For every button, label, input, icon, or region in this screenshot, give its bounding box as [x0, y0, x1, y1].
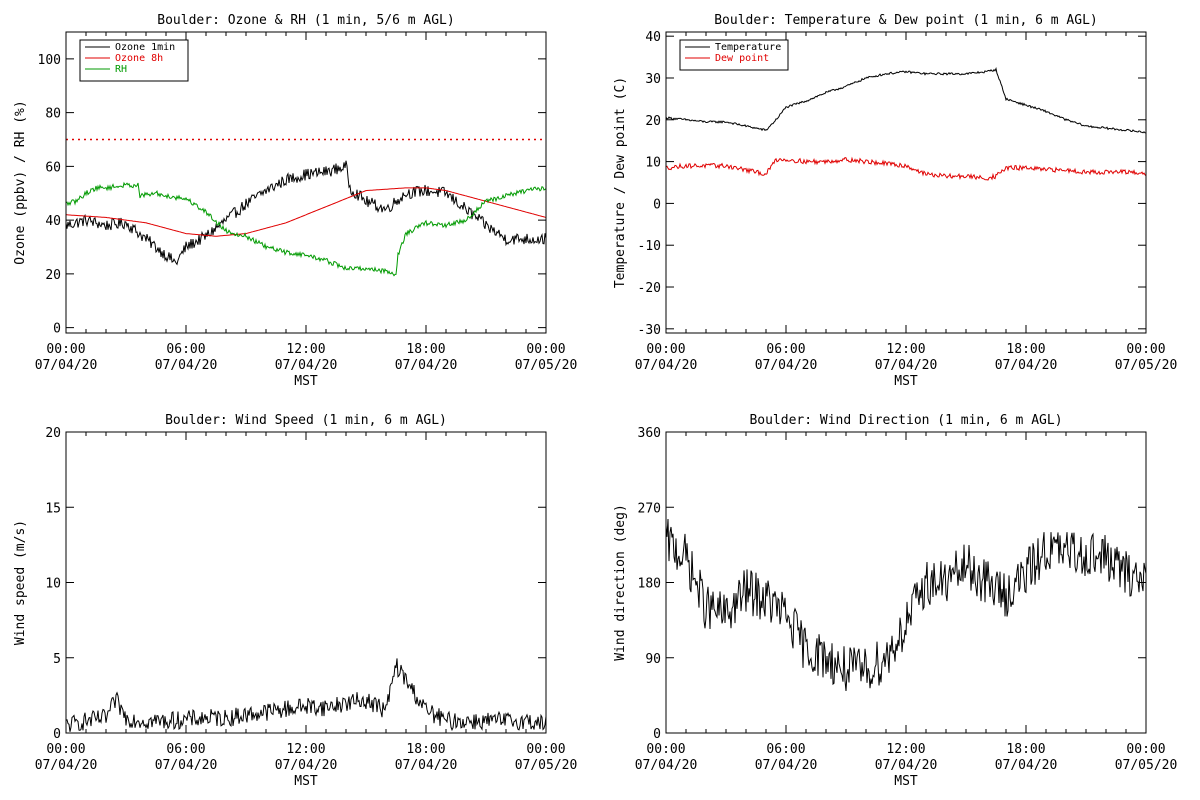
x-tick-label-date: 07/05/20: [1115, 758, 1178, 773]
legend-label: Ozone 8h: [115, 53, 163, 64]
x-tick-label-date: 07/04/20: [395, 358, 458, 373]
x-tick-label-time: 00:00: [1126, 342, 1165, 357]
x-tick-label-date: 07/04/20: [875, 358, 938, 373]
x-tick-label-time: 00:00: [526, 342, 565, 357]
y-tick-label: 5: [53, 652, 61, 667]
series-line: [65, 658, 547, 732]
legend-label: Dew point: [715, 53, 769, 64]
x-tick-label-date: 07/05/20: [515, 358, 578, 373]
x-tick-label-date: 07/04/20: [635, 758, 698, 773]
plot-frame: [65, 31, 547, 334]
x-tick-label-date: 07/05/20: [515, 758, 578, 773]
y-axis-label: Wind speed (m/s): [13, 520, 28, 645]
x-tick-label-time: 12:00: [286, 742, 325, 757]
chart-panel-ozone: Boulder: Ozone & RH (1 min, 5/6 m AGL) Oz…: [13, 13, 577, 389]
chart-title: Boulder: Wind Direction (1 min, 6 m AGL): [749, 413, 1062, 428]
y-tick-label: 270: [638, 501, 661, 516]
series-line: [665, 66, 1147, 134]
x-tick-label-date: 07/04/20: [155, 758, 218, 773]
x-tick-label-time: 00:00: [1126, 742, 1165, 757]
x-tick-label-time: 06:00: [766, 742, 805, 757]
y-axis-label: Ozone (ppbv) / RH (%): [13, 100, 28, 264]
y-tick-label: 0: [53, 322, 61, 337]
x-tick-label-date: 07/05/20: [1115, 358, 1178, 373]
x-tick-label-time: 12:00: [886, 742, 925, 757]
x-tick-label-time: 00:00: [526, 742, 565, 757]
series-line: [66, 187, 547, 237]
x-axis-label: MST: [894, 774, 918, 789]
x-tick-label-date: 07/04/20: [275, 358, 338, 373]
y-tick-label: 80: [45, 107, 61, 122]
x-axis-label: MST: [894, 374, 918, 389]
plot-frame: [665, 431, 1147, 734]
y-tick-label: 15: [45, 501, 61, 516]
y-tick-label: 0: [653, 727, 661, 742]
x-tick-label-date: 07/04/20: [35, 758, 98, 773]
plot-frame: [65, 431, 547, 734]
x-tick-label-time: 18:00: [406, 342, 445, 357]
x-tick-label-date: 07/04/20: [395, 758, 458, 773]
y-tick-label: 360: [638, 426, 661, 441]
x-tick-label-time: 00:00: [46, 742, 85, 757]
y-tick-label: 20: [45, 268, 61, 283]
x-tick-label-time: 06:00: [166, 742, 205, 757]
chart-title: Boulder: Ozone & RH (1 min, 5/6 m AGL): [157, 13, 454, 28]
y-tick-label: 180: [638, 577, 661, 592]
x-tick-label-time: 18:00: [1006, 742, 1045, 757]
chart-panel-wspd: Boulder: Wind Speed (1 min, 6 m AGL) Wind…: [13, 413, 577, 789]
y-tick-label: -10: [638, 239, 661, 254]
y-tick-label: -30: [638, 323, 661, 338]
chart-title: Boulder: Wind Speed (1 min, 6 m AGL): [165, 413, 447, 428]
x-tick-label-date: 07/04/20: [275, 758, 338, 773]
x-tick-label-time: 06:00: [166, 342, 205, 357]
x-tick-label-date: 07/04/20: [635, 358, 698, 373]
x-tick-label-date: 07/04/20: [995, 358, 1058, 373]
series-line: [65, 181, 547, 277]
x-tick-label-time: 12:00: [286, 342, 325, 357]
x-tick-label-time: 18:00: [406, 742, 445, 757]
legend-box: [679, 39, 789, 71]
x-axis-label: MST: [294, 774, 318, 789]
x-tick-label-date: 07/04/20: [35, 358, 98, 373]
legend-label: RH: [115, 64, 127, 75]
x-tick-label-date: 07/04/20: [755, 358, 818, 373]
plot-frame: [665, 31, 1147, 334]
x-tick-label-date: 07/04/20: [995, 758, 1058, 773]
y-tick-label: 0: [653, 197, 661, 212]
y-tick-label: 30: [645, 72, 661, 87]
series-line: [65, 160, 547, 266]
x-tick-label-date: 07/04/20: [755, 758, 818, 773]
y-tick-label: 100: [38, 53, 61, 68]
x-tick-label-time: 00:00: [646, 742, 685, 757]
y-tick-label: 40: [645, 30, 661, 45]
y-tick-label: 90: [645, 652, 661, 667]
series-line: [665, 518, 1147, 692]
y-tick-label: 0: [53, 727, 61, 742]
y-tick-label: 10: [645, 156, 661, 171]
y-tick-label: -20: [638, 281, 661, 296]
y-axis-label: Temperature / Dew point (C): [613, 77, 628, 288]
chart-panel-temp: Boulder: Temperature & Dew point (1 min,…: [613, 13, 1177, 389]
legend-label: Temperature: [715, 42, 781, 53]
x-tick-label-date: 07/04/20: [875, 758, 938, 773]
y-axis-label: Wind direction (deg): [613, 504, 628, 661]
x-axis-label: MST: [294, 374, 318, 389]
y-tick-label: 60: [45, 160, 61, 175]
x-tick-label-time: 06:00: [766, 342, 805, 357]
y-tick-label: 10: [45, 577, 61, 592]
chart-title: Boulder: Temperature & Dew point (1 min,…: [714, 13, 1098, 28]
series-line: [665, 156, 1147, 181]
x-tick-label-time: 18:00: [1006, 342, 1045, 357]
x-tick-label-time: 00:00: [46, 342, 85, 357]
x-tick-label-date: 07/04/20: [155, 358, 218, 373]
chart-panel-wdir: Boulder: Wind Direction (1 min, 6 m AGL)…: [613, 413, 1177, 789]
x-tick-label-time: 00:00: [646, 342, 685, 357]
x-tick-label-time: 12:00: [886, 342, 925, 357]
y-tick-label: 40: [45, 214, 61, 229]
y-tick-label: 20: [45, 426, 61, 441]
y-tick-label: 20: [645, 114, 661, 129]
legend-label: Ozone 1min: [115, 42, 175, 53]
